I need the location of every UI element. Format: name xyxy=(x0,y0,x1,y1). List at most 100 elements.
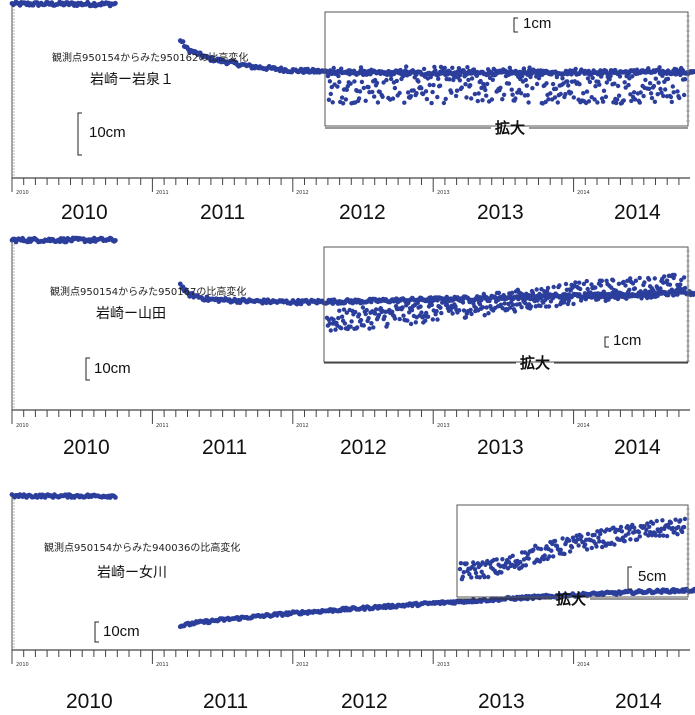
inset-point xyxy=(635,294,640,299)
inset-point xyxy=(457,308,462,313)
inset-point xyxy=(339,314,345,319)
inset-point xyxy=(625,69,630,75)
inset-point xyxy=(535,298,540,303)
inset-point xyxy=(616,281,622,286)
inset-point xyxy=(464,95,469,100)
inset-point xyxy=(361,85,366,91)
inset-point xyxy=(337,308,342,313)
inset-point xyxy=(498,302,503,307)
inset-point xyxy=(551,554,556,559)
panel-2-inset-frame xyxy=(323,246,689,363)
inset-point xyxy=(506,560,512,565)
inset-point xyxy=(662,274,667,279)
panel-2-year-0: 2010 xyxy=(63,436,110,459)
inset-point xyxy=(445,72,450,77)
inset-point xyxy=(628,537,633,542)
inset-point xyxy=(599,278,605,283)
inset-point xyxy=(430,89,435,95)
inset-point xyxy=(597,82,602,87)
inset-point xyxy=(645,295,650,301)
inset-point xyxy=(408,94,414,99)
inset-point xyxy=(638,90,643,95)
inset-point xyxy=(457,78,463,83)
inset-point xyxy=(538,546,544,552)
panel-2-scale-bracket xyxy=(85,357,90,381)
inset-point xyxy=(592,532,597,538)
inset-point xyxy=(508,305,513,310)
inset-point xyxy=(389,72,395,77)
panel-2-year-3: 2013 xyxy=(477,436,524,459)
inset-point xyxy=(565,79,570,84)
inset-point xyxy=(574,292,579,297)
inset-point xyxy=(654,68,659,73)
inset-point xyxy=(571,95,576,100)
inset-point xyxy=(333,327,338,332)
inset-point xyxy=(567,549,573,554)
inset-point xyxy=(339,326,344,331)
panel-2-title: 岩崎ー山田 xyxy=(96,306,166,322)
inset-point xyxy=(621,98,626,103)
inset-point xyxy=(678,518,683,523)
panel-1-subtitle: 観測点950154からみた950162の比高変化 xyxy=(52,51,248,64)
inset-point xyxy=(509,87,514,92)
inset-point xyxy=(456,66,462,71)
inset-point xyxy=(578,298,584,303)
inset-point xyxy=(419,86,424,91)
inset-point xyxy=(367,326,372,331)
inset-point xyxy=(678,282,683,287)
inset-point xyxy=(649,95,655,101)
inset-point xyxy=(598,531,603,537)
inset-point xyxy=(554,74,560,80)
inset-point xyxy=(345,84,350,89)
inset-point xyxy=(608,294,613,300)
inset-point xyxy=(655,92,660,97)
inset-point xyxy=(677,95,682,101)
inset-point xyxy=(604,278,609,283)
panel-3-scale-label: 10cm xyxy=(103,623,140,640)
inset-point xyxy=(616,93,622,98)
inset-point xyxy=(647,524,652,529)
inset-point xyxy=(579,67,584,72)
panel-2-tick-year-2: 2012 xyxy=(296,423,309,429)
inset-point xyxy=(368,72,373,77)
panel-2-inset-scale-bracket xyxy=(604,336,609,348)
inset-point xyxy=(439,310,444,316)
inset-point xyxy=(471,562,477,567)
panel-1-scale-label: 10cm xyxy=(89,124,126,141)
inset-point xyxy=(336,315,341,321)
inset-point xyxy=(537,73,543,78)
inset-point xyxy=(545,285,551,291)
inset-point xyxy=(350,70,355,75)
inset-point xyxy=(675,532,680,537)
inset-point xyxy=(482,313,487,318)
inset-point xyxy=(385,321,390,327)
inset-point xyxy=(615,83,621,89)
inset-point xyxy=(486,311,491,316)
inset-point xyxy=(442,65,447,71)
inset-point xyxy=(666,69,672,75)
inset-point xyxy=(339,95,345,100)
inset-point xyxy=(680,290,686,295)
inset-point xyxy=(673,72,678,77)
inset-point xyxy=(519,74,525,79)
inset-point xyxy=(581,281,587,287)
inset-point xyxy=(658,286,663,291)
inset-point xyxy=(486,574,491,580)
inset-point xyxy=(449,90,454,95)
inset-point xyxy=(505,72,511,78)
inset-point xyxy=(444,302,450,307)
inset-point xyxy=(563,91,568,97)
inset-point xyxy=(584,547,590,552)
inset-point xyxy=(652,99,658,105)
panel-1-tick-year-3: 2013 xyxy=(437,190,450,196)
inset-point xyxy=(543,99,548,105)
inset-point xyxy=(370,89,375,95)
inset-point xyxy=(358,65,364,70)
inset-point xyxy=(499,570,504,575)
inset-point xyxy=(432,297,437,303)
inset-point xyxy=(560,76,565,81)
inset-point xyxy=(408,321,414,327)
inset-point xyxy=(537,291,542,297)
inset-point xyxy=(534,81,540,87)
inset-point xyxy=(490,77,495,83)
